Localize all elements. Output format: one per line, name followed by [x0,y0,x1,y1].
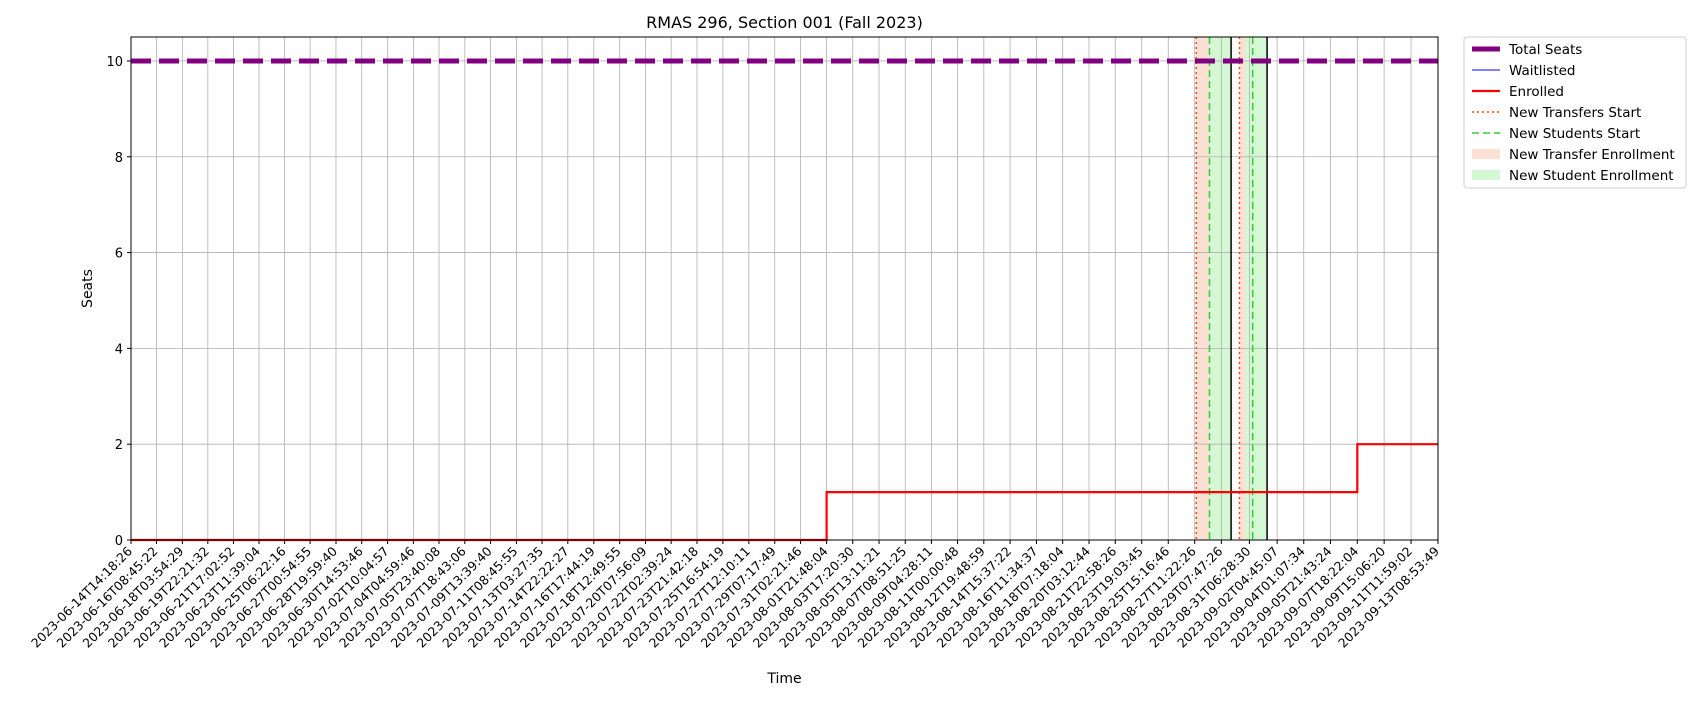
chart-title: RMAS 296, Section 001 (Fall 2023) [646,13,923,32]
y-tick-label: 2 [115,438,123,453]
y-tick-label: 0 [115,534,123,549]
enrollment-span [1209,37,1232,540]
legend-frame [1463,36,1687,189]
y-axis-label: Seats [80,269,96,308]
legend-swatch [1472,149,1500,159]
plot-frame [130,36,1439,541]
x-axis-label: Time [766,671,801,687]
y-tick-label: 4 [115,342,123,357]
y-tick-label: 6 [115,247,123,262]
enrollment-span [1196,37,1210,540]
legend-label: New Students Start [1509,126,1640,142]
y-tick-label: 10 [106,55,123,70]
legend-swatch [1472,170,1500,180]
plot-area [131,37,1438,540]
enrollment-span [1239,37,1246,540]
legend-label: New Transfers Start [1509,105,1641,121]
y-tick-label: 8 [115,151,123,166]
enrollment-span [1245,37,1268,540]
legend: Total Seats Waitlisted Enrolled New Transfe… [1463,36,1687,189]
legend-label: Enrolled [1509,84,1564,100]
legend-label: New Transfer Enrollment [1509,147,1675,163]
legend-label: Total Seats [1508,42,1582,58]
legend-label: Waitlisted [1509,63,1576,79]
legend-label: New Student Enrollment [1509,168,1674,184]
